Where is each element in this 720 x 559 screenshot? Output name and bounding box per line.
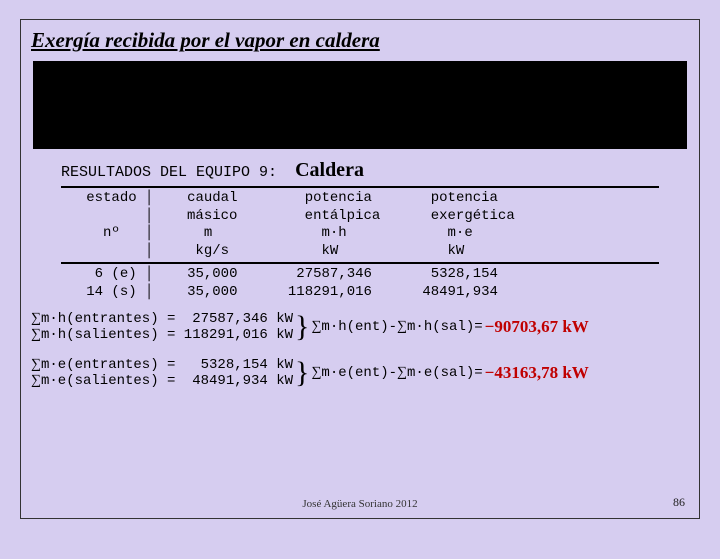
- e-diff-result: −43163,78 kW: [483, 363, 589, 383]
- slide: Exergía recibida por el vapor en caldera…: [20, 19, 700, 519]
- rule-top: [61, 186, 659, 188]
- black-box: [33, 61, 687, 149]
- equipment-name: Caldera: [295, 159, 364, 181]
- sum-h-row: ∑m·h(entrantes) = 27587,346 kW ∑m·h(sali…: [21, 307, 699, 343]
- footer-author: José Agüera Soriano 2012: [21, 498, 699, 510]
- h-diff-result: −90703,67 kW: [483, 317, 589, 337]
- rule-mid: [61, 262, 659, 264]
- brace-icon: }: [293, 358, 311, 388]
- results-header: RESULTADOS DEL EQUIPO 9: Caldera: [21, 155, 699, 184]
- page-number: 86: [673, 495, 685, 510]
- data-rows: 6 (e) │ 35,000 27587,346 5328,154 14 (s)…: [21, 266, 699, 301]
- results-label: RESULTADOS DEL EQUIPO 9:: [61, 164, 277, 181]
- brace-icon: }: [293, 312, 311, 342]
- slide-title: Exergía recibida por el vapor en caldera: [21, 20, 699, 57]
- sum-e-row: ∑m·e(entrantes) = 5328,154 kW ∑m·e(salie…: [21, 353, 699, 389]
- column-headers: estado │ caudal potencia potencia │ mási…: [21, 190, 699, 260]
